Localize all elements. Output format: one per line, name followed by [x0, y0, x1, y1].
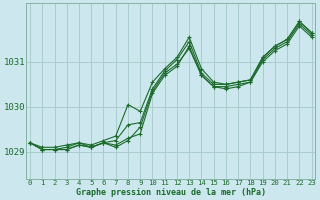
- X-axis label: Graphe pression niveau de la mer (hPa): Graphe pression niveau de la mer (hPa): [76, 188, 266, 197]
